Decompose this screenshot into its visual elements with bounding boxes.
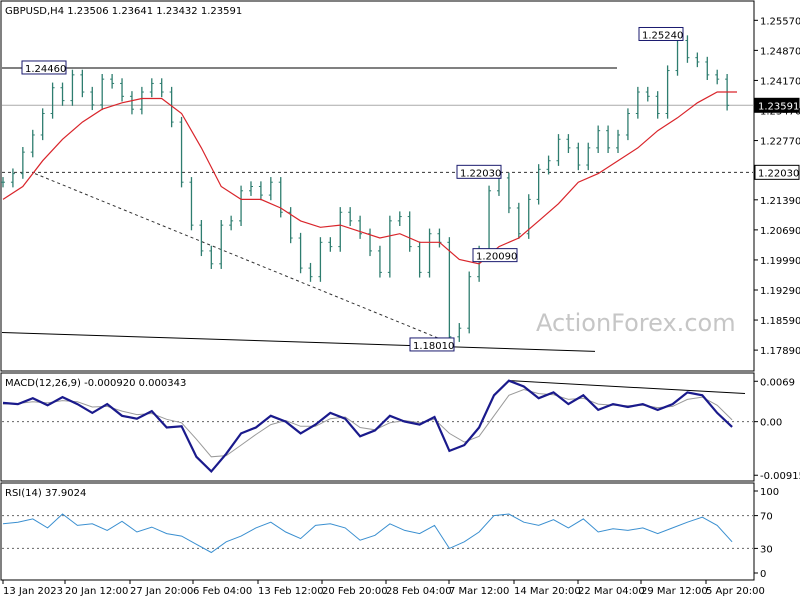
y-tick-label: 1.19990 <box>760 256 800 267</box>
y-tick-label: 1.17890 <box>760 346 800 357</box>
x-axis: 13 Jan 2023 20 Jan 12:00 27 Jan 20:00 6 Feb… <box>2 580 765 597</box>
y-tick-label: 1.19290 <box>760 286 800 297</box>
x-tick-label: 20 Feb 20:00 <box>322 586 388 597</box>
macd-tick-label: 0.00 <box>760 418 782 429</box>
price-annotation-label: 1.18010 <box>413 341 454 352</box>
y-tick-label: 1.18590 <box>760 316 800 327</box>
macd-header: MACD(12,26,9) -0.000920 0.000343 <box>5 378 186 389</box>
rsi-header: RSI(14) 37.9024 <box>5 488 86 499</box>
macd-plot: 0.0069 0.00 -0.009158 <box>2 377 800 482</box>
y-tick-label: 1.24870 <box>760 46 800 57</box>
rsi-tick-label: 70 <box>760 512 773 523</box>
x-tick-label: 6 Feb 04:00 <box>193 586 252 597</box>
macd-line <box>2 379 733 474</box>
price-annotation-label: 1.22030 <box>460 168 501 179</box>
y-tick-label: 1.21390 <box>760 196 800 207</box>
y-tick-label: 1.25570 <box>760 16 800 27</box>
main-panel <box>0 0 755 372</box>
x-tick-label: 5 Apr 20:00 <box>706 586 765 597</box>
x-tick-label: 22 Mar 04:00 <box>578 586 645 597</box>
moving-average-line <box>2 91 737 265</box>
macd-trendline <box>509 380 746 395</box>
price-annotation-label: 1.24460 <box>25 64 66 75</box>
price-annotation-box <box>409 337 455 352</box>
macd-tick-label: -0.009158 <box>760 471 800 482</box>
rsi-plot: 100 70 30 0 <box>2 487 779 580</box>
lower-trendline <box>1 332 596 352</box>
level-price-label: 1.22030 <box>758 168 799 179</box>
level-price-tag <box>754 164 800 180</box>
x-tick-label: 28 Feb 04:00 <box>386 586 452 597</box>
current-price-tag <box>754 97 800 113</box>
x-tick-label: 7 Mar 12:00 <box>449 586 509 597</box>
x-tick-label: 13 Jan 2023 <box>3 586 63 597</box>
price-annotation-box <box>472 248 518 263</box>
price-annotation-label: 1.20090 <box>476 252 517 263</box>
x-tick-label: 29 Mar 12:00 <box>641 586 708 597</box>
rsi-line <box>2 513 733 554</box>
x-tick-label: 13 Feb 12:00 <box>258 586 324 597</box>
rsi-panel <box>0 482 755 581</box>
x-tick-label: 20 Jan 12:00 <box>65 586 128 597</box>
x-tick-label: 27 Jan 20:00 <box>130 586 193 597</box>
rsi-tick-label: 0 <box>760 569 766 580</box>
rsi-tick-label: 100 <box>760 487 779 498</box>
main-plot: 1.255701.248701.241701.234701.227701.213… <box>1 16 800 357</box>
price-annotation-box <box>456 164 502 179</box>
current-price-label: 1.23591 <box>758 101 799 112</box>
dashed-trendline <box>34 173 456 346</box>
rsi-tick-label: 30 <box>760 544 773 555</box>
price-annotation-label: 1.25240 <box>642 30 683 41</box>
macd-tick-label: 0.0069 <box>760 377 795 388</box>
y-tick-label: 1.22770 <box>760 137 800 148</box>
x-tick-label: 14 Mar 20:00 <box>514 586 581 597</box>
price-annotation-box <box>638 26 684 41</box>
watermark: ActionForex.com <box>536 309 736 337</box>
price-annotation-box <box>21 60 67 75</box>
y-tick-label: 1.24170 <box>760 76 800 87</box>
main-header: GBPUSD,H4 1.23506 1.23641 1.23432 1.2359… <box>5 6 242 17</box>
y-tick-label: 1.20690 <box>760 226 800 237</box>
